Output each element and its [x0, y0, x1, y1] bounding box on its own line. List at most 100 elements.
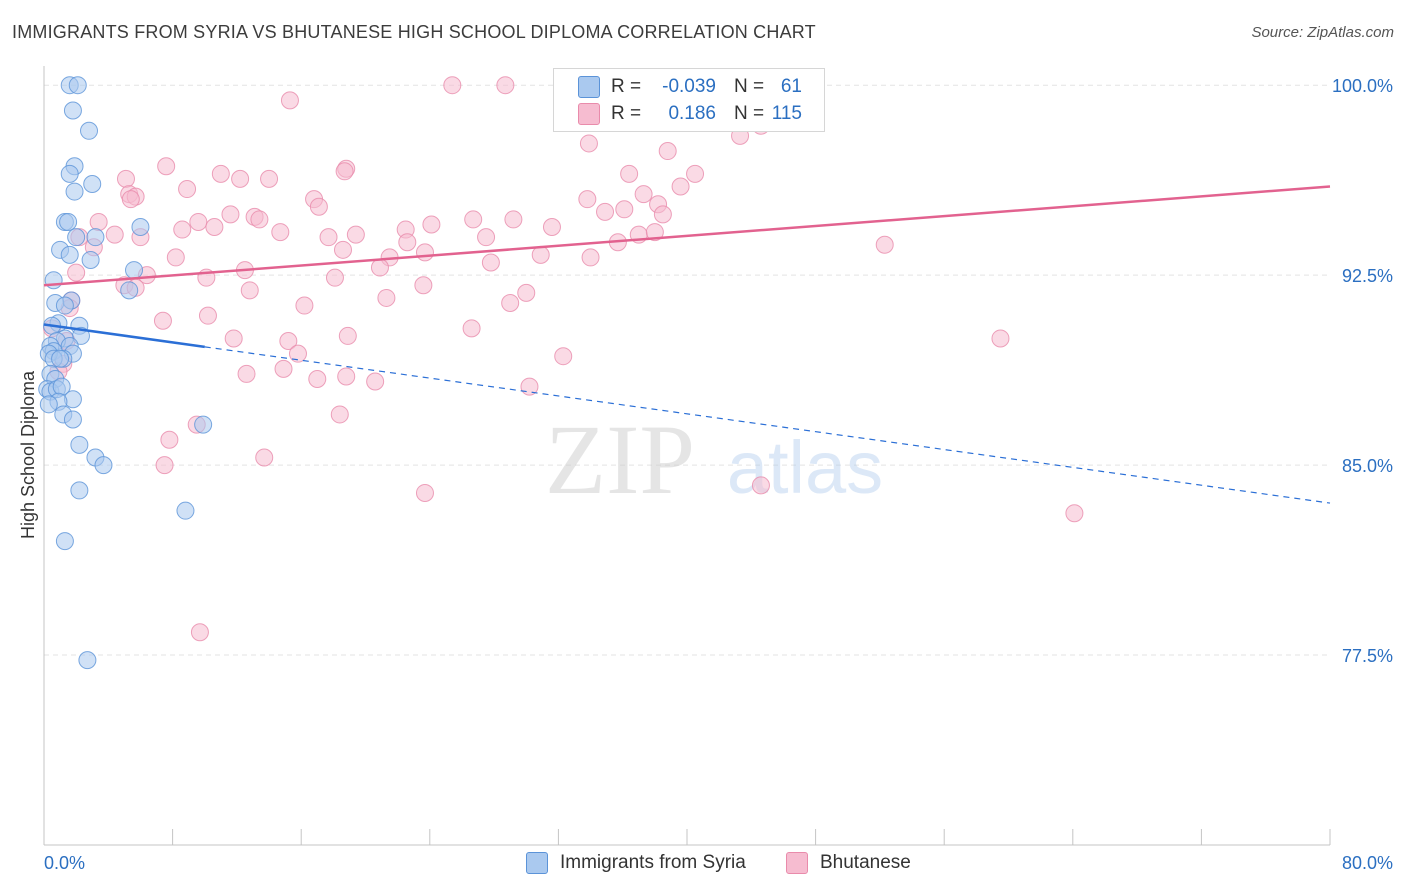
series-legend: Immigrants from Syria Bhutanese — [0, 852, 1406, 876]
bhutanese-point — [221, 205, 240, 224]
syria-point — [78, 651, 97, 670]
bhutanese-point — [620, 164, 639, 183]
syria-point — [83, 174, 102, 193]
tick-labels: 77.5% 85.0% 92.5% 100.0% 0.0% 80.0% — [44, 76, 1393, 873]
syria-point — [125, 261, 144, 280]
y-tick-label: 85.0% — [1342, 456, 1393, 476]
syria-point — [63, 410, 82, 429]
bhutanese-point — [751, 476, 770, 495]
syria-points — [38, 76, 213, 670]
syria-point — [51, 349, 70, 368]
bhutanese-point — [370, 258, 389, 277]
bhutanese-point — [658, 142, 677, 161]
x-tick-label: 0.0% — [44, 853, 85, 873]
bhutanese-point — [166, 248, 185, 267]
bhutanese-point — [338, 326, 357, 345]
bhutanese-point — [240, 281, 259, 300]
bhutanese-point — [288, 344, 307, 363]
bhutanese-point — [531, 245, 550, 264]
syria-point — [81, 250, 100, 269]
bhutanese-point — [280, 91, 299, 110]
syria-point — [67, 228, 86, 247]
y-tick-label: 77.5% — [1342, 646, 1393, 666]
bhutanese-point — [237, 364, 256, 383]
bhutanese-trend-line — [43, 185, 1331, 287]
syria-point — [70, 481, 89, 500]
syria-point — [60, 245, 79, 264]
syria-point — [80, 121, 99, 140]
bhutanese-point — [198, 306, 217, 325]
bhutanese-point — [308, 369, 327, 388]
r-label: R = — [611, 76, 642, 97]
legend-label-bhutanese: Bhutanese — [820, 852, 911, 873]
bhutanese-swatch — [578, 103, 600, 125]
syria-point — [39, 395, 58, 414]
legend-item-syria[interactable]: Immigrants from Syria — [526, 852, 746, 874]
bhutanese-point — [153, 311, 172, 330]
bhutanese-point — [653, 205, 672, 224]
bhutanese-point — [205, 218, 224, 237]
y-tick-label: 100.0% — [1332, 76, 1393, 96]
r-label: R = — [611, 103, 642, 124]
bhutanese-point — [160, 430, 179, 449]
bhutanese-point — [105, 225, 124, 244]
bhutanese-point — [366, 372, 385, 391]
n-value: 115 — [771, 103, 802, 124]
bhutanese-point — [504, 210, 523, 229]
bhutanese-point — [398, 233, 417, 252]
bhutanese-point — [464, 210, 483, 229]
syria-point — [194, 415, 213, 434]
stats-legend: R = -0.039 N = 61 R = 0.186 N = 115 — [553, 68, 825, 132]
bhutanese-point — [121, 190, 140, 209]
syria-point — [55, 532, 74, 551]
bhutanese-point — [581, 248, 600, 267]
bhutanese-point — [330, 405, 349, 424]
syria-point — [176, 501, 195, 520]
bhutanese-point — [295, 296, 314, 315]
syria-point — [63, 101, 82, 120]
syria-trend-dashed — [204, 346, 1331, 504]
legend-item-bhutanese[interactable]: Bhutanese — [786, 852, 911, 874]
bhutanese-point — [579, 134, 598, 153]
bhutanese-point — [686, 164, 705, 183]
bhutanese-point — [422, 215, 441, 234]
bhutanese-point — [333, 240, 352, 259]
syria-point — [86, 228, 105, 247]
bhutanese-point — [190, 623, 209, 642]
bhutanese-point — [415, 243, 434, 262]
bhutanese-point — [335, 162, 354, 181]
chart-title: IMMIGRANTS FROM SYRIA VS BHUTANESE HIGH … — [12, 22, 816, 42]
stats-row-syria: R = -0.039 N = 61 — [554, 73, 824, 101]
bhutanese-point — [67, 263, 86, 282]
bhutanese-point — [309, 197, 328, 216]
x-tick-label: 80.0% — [1342, 853, 1393, 873]
syria-point — [65, 182, 84, 201]
r-value: 0.186 — [668, 103, 716, 124]
stats-row-bhutanese: R = 0.186 N = 115 — [554, 100, 824, 128]
syria-point — [55, 296, 74, 315]
trend-lines — [43, 185, 1331, 504]
bhutanese-point — [189, 212, 208, 231]
bhutanese-point — [542, 218, 561, 237]
y-axis-label: High School Diploma — [18, 370, 38, 539]
bhutanese-point — [377, 288, 396, 307]
bhutanese-point — [250, 210, 269, 229]
n-value: 61 — [780, 76, 802, 97]
bhutanese-point — [615, 200, 634, 219]
bhutanese-point — [554, 347, 573, 366]
bhutanese-point — [231, 169, 250, 188]
n-label: N = — [734, 103, 765, 124]
bhutanese-point — [501, 294, 520, 313]
bhutanese-swatch — [786, 852, 808, 874]
bhutanese-point — [443, 76, 462, 95]
syria-point — [120, 281, 139, 300]
bhutanese-points — [43, 76, 1084, 642]
syria-point — [68, 76, 87, 95]
bhutanese-point — [645, 223, 664, 242]
bhutanese-point — [634, 185, 653, 204]
bhutanese-point — [157, 157, 176, 176]
bhutanese-point — [260, 169, 279, 188]
bhutanese-point — [496, 76, 515, 95]
bhutanese-point — [477, 228, 496, 247]
